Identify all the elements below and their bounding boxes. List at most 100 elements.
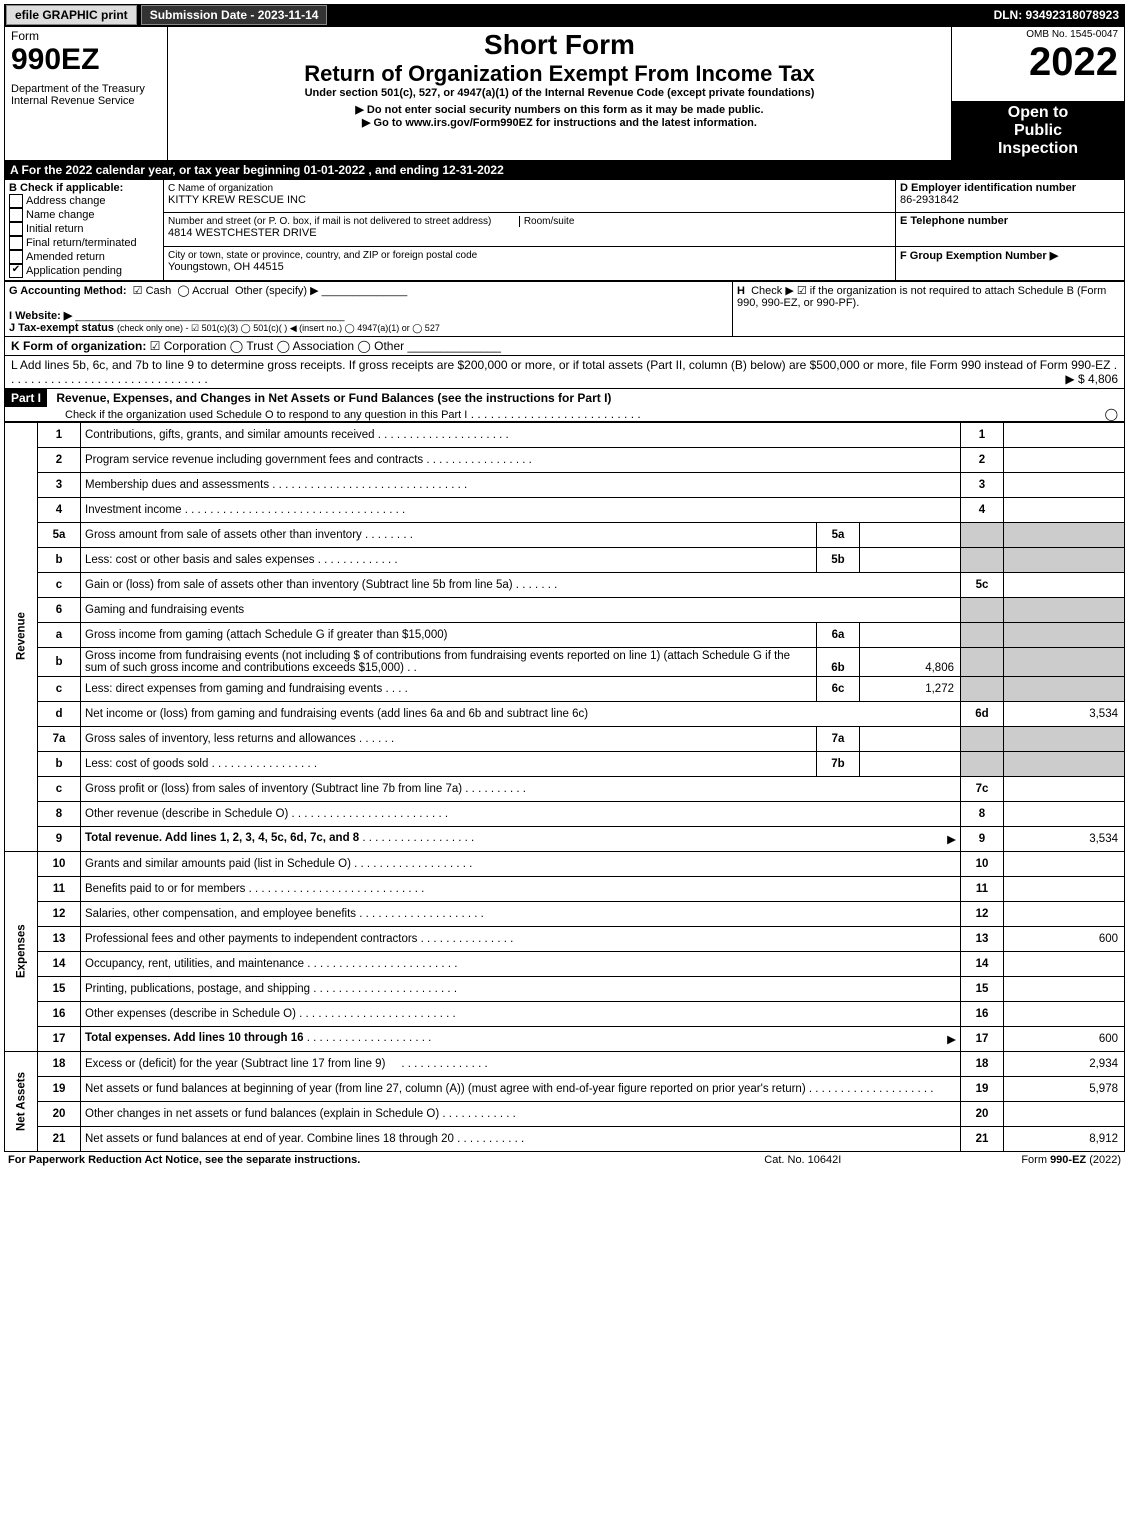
line-k-opts: ☑ Corporation ◯ Trust ◯ Association ◯ Ot… — [150, 339, 404, 353]
l7b-grey — [961, 751, 1004, 776]
l9-rnum: 9 — [961, 826, 1004, 851]
netassets-side-label: Net Assets — [5, 1051, 38, 1151]
l20-rnum: 20 — [961, 1101, 1004, 1126]
l7c-desc: Gross profit or (loss) from sales of inv… — [85, 783, 462, 795]
l2-desc: Program service revenue including govern… — [85, 454, 423, 466]
l6a-sub: 6a — [817, 623, 860, 647]
cb-name-change[interactable] — [9, 208, 23, 222]
l8-amt — [1004, 801, 1125, 826]
l12-amt — [1004, 901, 1125, 926]
line-h-text: Check ▶ ☑ if the organization is not req… — [737, 285, 1106, 309]
l5a-desc: Gross amount from sale of assets other t… — [85, 529, 362, 541]
box-d-label: D Employer identification number — [900, 182, 1076, 194]
l12-rnum: 12 — [961, 901, 1004, 926]
cb-label-4: Amended return — [26, 250, 105, 262]
footer-right-post: (2022) — [1086, 1154, 1121, 1166]
l17-num: 17 — [38, 1026, 81, 1051]
l1-rnum: 1 — [961, 422, 1004, 447]
l1-desc: Contributions, gifts, grants, and simila… — [85, 429, 375, 441]
l13-desc: Professional fees and other payments to … — [85, 933, 417, 945]
box-f-label: F Group Exemption Number ▶ — [900, 250, 1058, 262]
open-to-public-box: Open to Public Inspection — [952, 101, 1125, 160]
l7b-num: b — [38, 751, 81, 776]
open-line2: Public — [958, 122, 1118, 140]
l6a-greyamt — [1004, 622, 1125, 647]
l6d-rnum: 6d — [961, 701, 1004, 726]
l3-num: 3 — [38, 472, 81, 497]
l5a-num: 5a — [38, 522, 81, 547]
g-cash: Cash — [146, 285, 172, 297]
line-k: K Form of organization: ☑ Corporation ◯ … — [4, 337, 1125, 356]
l2-num: 2 — [38, 447, 81, 472]
l6d-num: d — [38, 701, 81, 726]
cb-amended-return[interactable] — [9, 250, 23, 264]
l7a-grey — [961, 726, 1004, 751]
line-l: L Add lines 5b, 6c, and 7b to line 9 to … — [4, 356, 1125, 389]
l10-rnum: 10 — [961, 851, 1004, 876]
l21-amt: 8,912 — [1004, 1126, 1125, 1151]
l7c-amt — [1004, 776, 1125, 801]
l12-desc: Salaries, other compensation, and employ… — [85, 908, 356, 920]
cb-label-1: Name change — [26, 208, 95, 220]
footer-right-pre: Form — [1021, 1154, 1050, 1166]
l16-num: 16 — [38, 1001, 81, 1026]
cb-initial-return[interactable] — [9, 222, 23, 236]
l5a-greyamt — [1004, 522, 1125, 547]
l7b-greyamt — [1004, 751, 1125, 776]
l5b-num: b — [38, 547, 81, 572]
ein-value: 86-2931842 — [900, 194, 959, 206]
l5b-greyamt — [1004, 547, 1125, 572]
l1-amt — [1004, 422, 1125, 447]
l5a-sub: 5a — [817, 523, 860, 547]
cb-application-pending[interactable]: ✔ — [9, 264, 23, 278]
city-label: City or town, state or province, country… — [168, 250, 477, 261]
l6a-subamt — [860, 623, 961, 647]
cb-label-2: Initial return — [26, 222, 83, 234]
part1-title: Revenue, Expenses, and Changes in Net As… — [50, 389, 617, 407]
l20-num: 20 — [38, 1101, 81, 1126]
cb-address-change[interactable] — [9, 194, 23, 208]
l7a-num: 7a — [38, 726, 81, 751]
l6b-sub: 6b — [817, 648, 860, 676]
l14-num: 14 — [38, 951, 81, 976]
l15-rnum: 15 — [961, 976, 1004, 1001]
part1-header-row: Part I Revenue, Expenses, and Changes in… — [4, 389, 1125, 422]
l6-greyamt — [1004, 597, 1125, 622]
l3-rnum: 3 — [961, 472, 1004, 497]
omb-number: OMB No. 1545-0047 — [958, 29, 1118, 40]
expenses-side-label: Expenses — [5, 851, 38, 1051]
l7b-sub: 7b — [817, 752, 860, 776]
efile-print-button[interactable]: efile GRAPHIC print — [6, 5, 137, 25]
l4-rnum: 4 — [961, 497, 1004, 522]
l7a-subamt — [860, 727, 961, 751]
cb-final-return[interactable] — [9, 236, 23, 250]
l9-num: 9 — [38, 826, 81, 851]
part1-checkbox[interactable]: ◯ — [1105, 407, 1124, 421]
l6c-sub: 6c — [817, 677, 860, 701]
open-line3: Inspection — [958, 140, 1118, 158]
footer-left: For Paperwork Reduction Act Notice, see … — [8, 1154, 360, 1166]
l9-amt: 3,534 — [1004, 826, 1125, 851]
cb-label-5: Application pending — [26, 264, 122, 276]
l1-num: 1 — [38, 422, 81, 447]
box-c-label: C Name of organization — [168, 183, 273, 194]
l20-desc: Other changes in net assets or fund bala… — [85, 1108, 439, 1120]
l6a-num: a — [38, 622, 81, 647]
l5b-sub: 5b — [817, 548, 860, 572]
form-header: Form 990EZ Department of the Treasury In… — [4, 26, 1125, 161]
form-title-main: Return of Organization Exempt From Incom… — [174, 61, 945, 87]
l14-amt — [1004, 951, 1125, 976]
l3-amt — [1004, 472, 1125, 497]
line-j-label: J Tax-exempt status — [9, 322, 114, 334]
l17-desc: Total expenses. Add lines 10 through 16 — [85, 1032, 304, 1044]
footer-right-form: 990-EZ — [1050, 1154, 1086, 1166]
line-l-value: ▶ $ 4,806 — [1065, 372, 1118, 386]
l6c-desc: Less: direct expenses from gaming and fu… — [85, 683, 382, 695]
l21-desc: Net assets or fund balances at end of ye… — [85, 1133, 454, 1145]
box-e-label: E Telephone number — [900, 215, 1008, 227]
line-g-label: G Accounting Method: — [9, 285, 127, 297]
l6b-subamt: 4,806 — [860, 648, 961, 676]
g-accrual: Accrual — [192, 285, 229, 297]
l13-num: 13 — [38, 926, 81, 951]
note-link[interactable]: ▶ Go to www.irs.gov/Form990EZ for instru… — [174, 116, 945, 129]
